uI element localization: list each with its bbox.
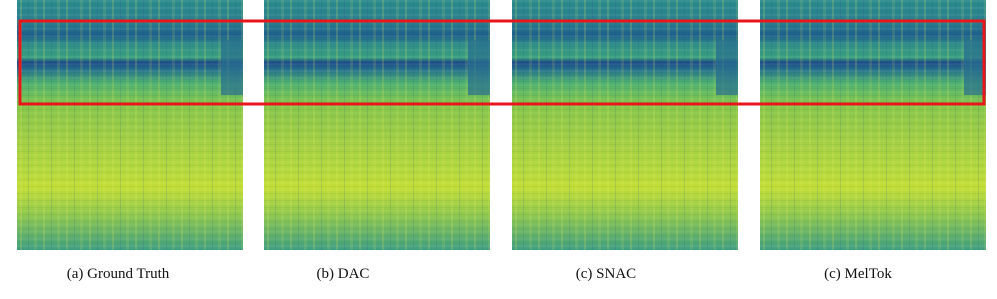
caption: (c) SNAC [576, 266, 636, 282]
caption: (c) MelTok [824, 266, 892, 282]
caption: (a) Ground Truth [67, 266, 170, 282]
highlight-box [18, 19, 986, 106]
spectrogram [760, 0, 986, 250]
caption: (b) DAC [317, 266, 370, 282]
spectrogram [264, 0, 490, 250]
spectrogram [17, 0, 243, 250]
spectrogram [512, 0, 738, 250]
